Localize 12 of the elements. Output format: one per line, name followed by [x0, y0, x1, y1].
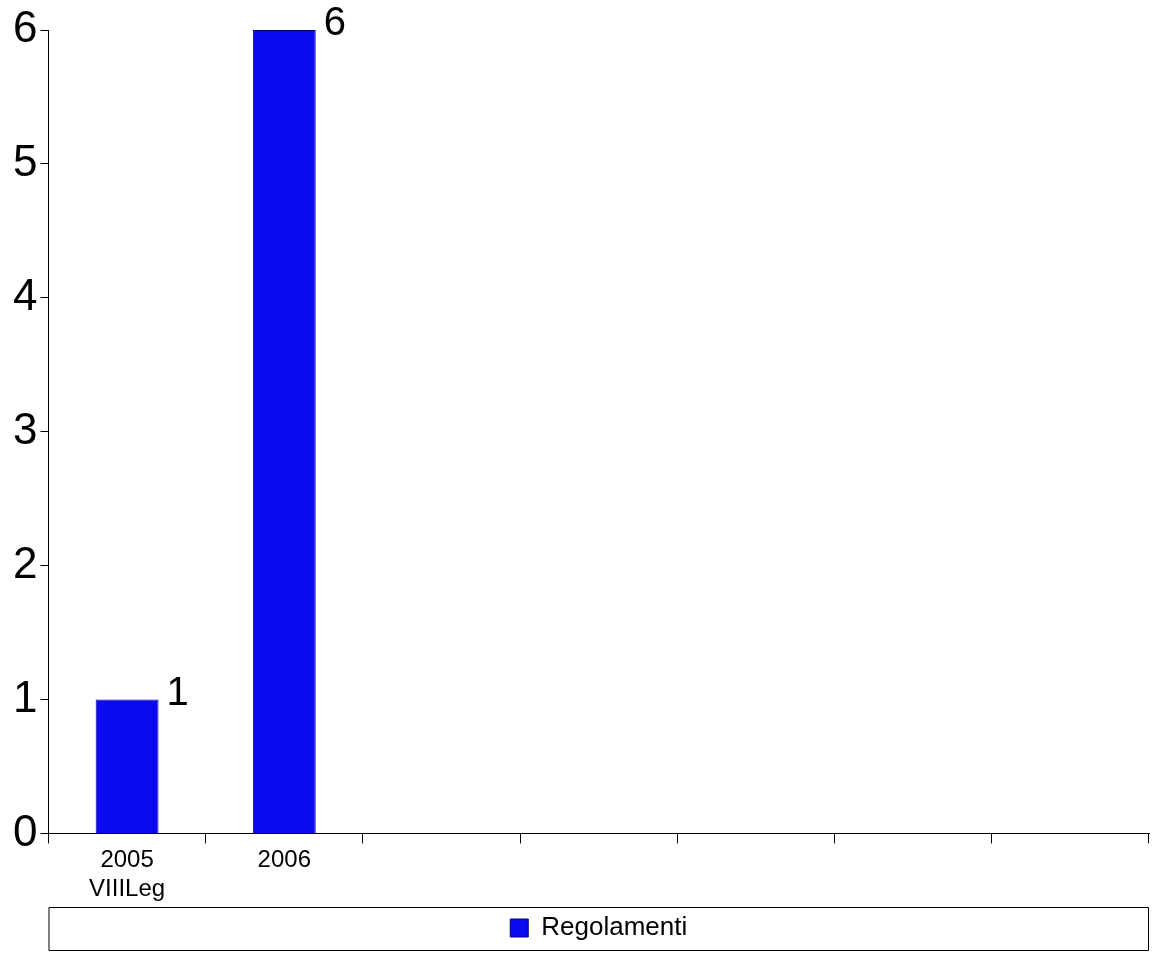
y-tick-label: 4: [12, 269, 38, 319]
x-tick-label: 2006: [257, 845, 311, 873]
y-tick-label: 2: [12, 537, 38, 587]
legend-label: Regolamenti: [541, 911, 688, 942]
data-label: 1: [166, 668, 189, 713]
y-tick-label: 6: [12, 2, 38, 52]
data-label: 6: [323, 0, 346, 44]
y-tick-label: 3: [12, 403, 38, 453]
y-tick-label: 0: [12, 805, 38, 855]
y-tick-label: 5: [12, 136, 38, 186]
x-tick-label: 2005 VIIILeg: [89, 845, 166, 902]
y-tick-label: 1: [12, 671, 38, 721]
